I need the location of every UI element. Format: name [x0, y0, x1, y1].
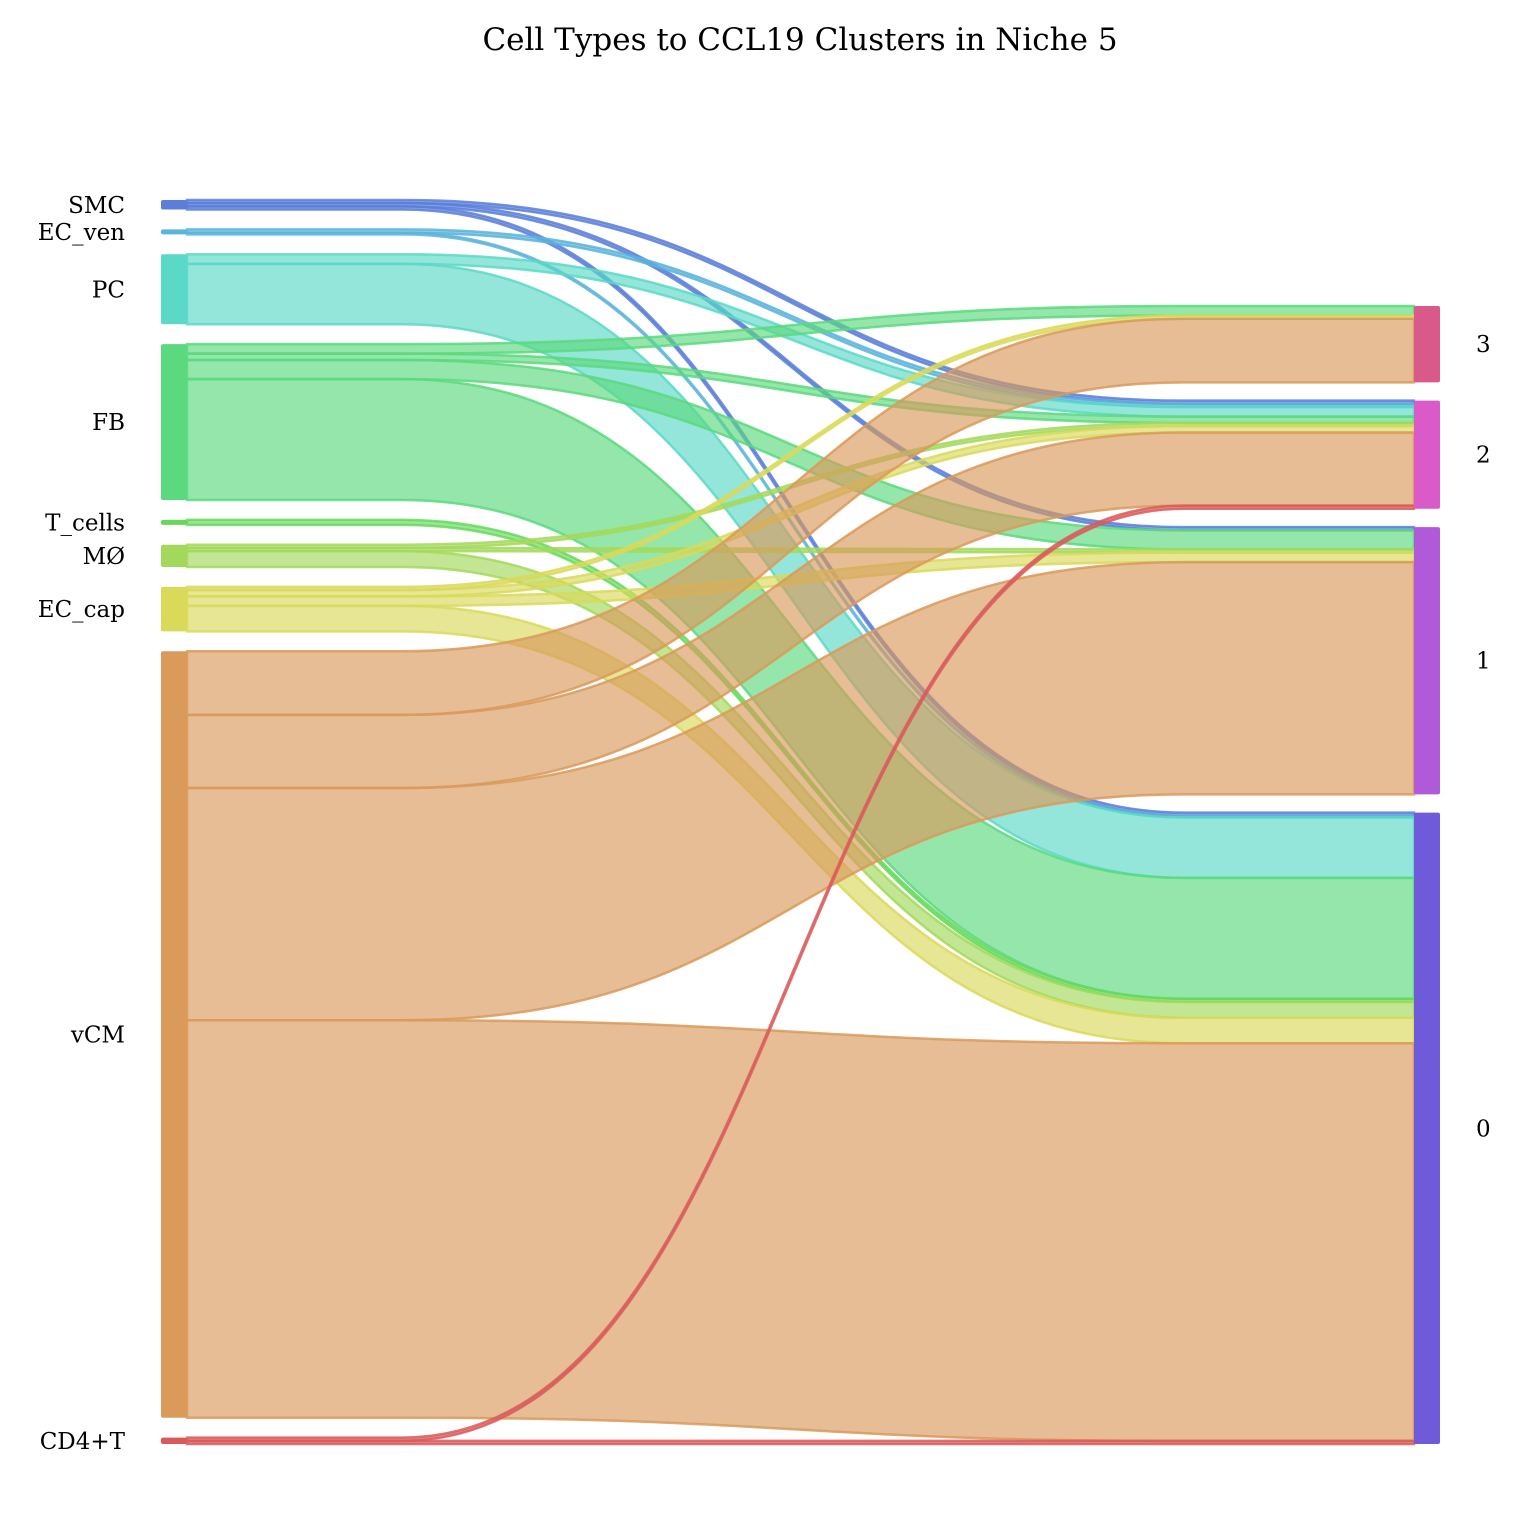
source-label: EC_ven: [38, 220, 125, 246]
source-node-FB: [161, 344, 187, 500]
target-label: 2: [1476, 443, 1491, 469]
source-label: SMC: [68, 193, 125, 219]
source-node-EC_cap: [161, 586, 187, 632]
target-label: 1: [1476, 649, 1491, 675]
source-node-vCM: [161, 651, 187, 1418]
target-node-2: [1414, 400, 1440, 509]
flow-link-vCM-to-1: [185, 560, 1416, 1022]
flow-link-vCM-to-3: [185, 317, 1416, 717]
flow-link-CD4+T-to-2: [185, 504, 1416, 1443]
flow-link-vCM-to-0: [185, 1018, 1416, 1443]
source-label: CD4+T: [40, 1429, 126, 1455]
nodes-layer: [161, 200, 1440, 1444]
flow-link-CD4+T-to-0: [185, 1439, 1416, 1446]
source-label: FB: [92, 410, 125, 436]
target-node-3: [1414, 306, 1440, 383]
source-label: MØ: [83, 544, 125, 570]
target-node-0: [1414, 812, 1440, 1444]
source-label: PC: [92, 277, 125, 303]
source-node-CD4+T: [161, 1437, 187, 1444]
source-node-T_cells: [161, 519, 187, 525]
source-label: vCM: [70, 1023, 125, 1049]
chart-title: Cell Types to CCL19 Clusters in Niche 5: [482, 22, 1118, 58]
source-label: T_cells: [45, 510, 125, 536]
links-layer: [185, 198, 1416, 1446]
source-node-SMC: [161, 200, 187, 210]
target-node-1: [1414, 527, 1440, 795]
target-label: 3: [1476, 332, 1491, 358]
source-node-EC_ven: [161, 229, 187, 235]
source-node-MØ: [161, 544, 187, 567]
source-node-PC: [161, 254, 187, 325]
target-label: 0: [1476, 1116, 1491, 1142]
source-label: EC_cap: [38, 597, 125, 623]
